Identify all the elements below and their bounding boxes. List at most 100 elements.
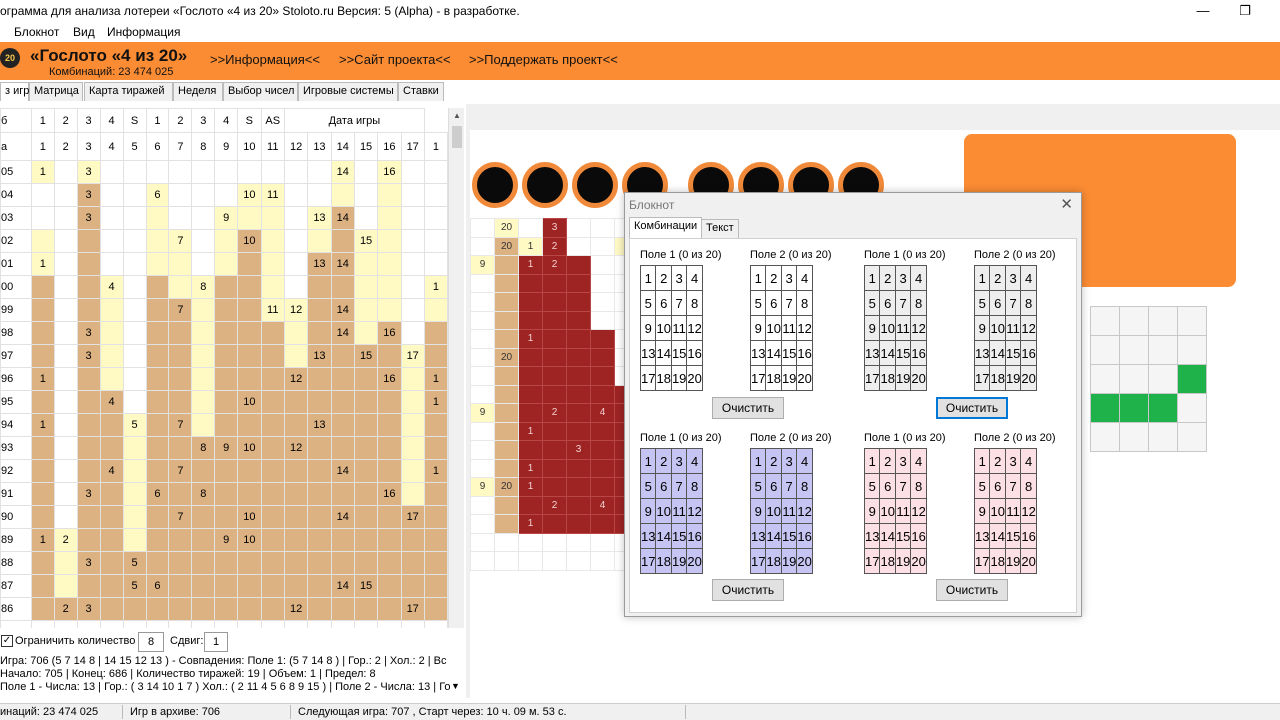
number-cell[interactable]: 11 xyxy=(894,315,912,341)
number-cell[interactable]: 7 xyxy=(894,290,912,316)
number-cell[interactable]: 4 xyxy=(910,448,927,474)
tab-game-systems[interactable]: Игровые системы xyxy=(298,82,398,101)
number-cell[interactable]: 5 xyxy=(863,290,881,316)
number-cell[interactable]: 14 xyxy=(765,523,782,549)
number-cell[interactable]: 1 xyxy=(973,448,991,474)
number-cell[interactable]: 5 xyxy=(863,473,881,499)
number-cell[interactable]: 16 xyxy=(910,340,927,366)
number-cell[interactable]: 18 xyxy=(655,548,672,574)
number-cell[interactable]: 19 xyxy=(780,548,798,574)
number-cell[interactable]: 17 xyxy=(973,365,991,391)
number-cell[interactable]: 15 xyxy=(894,340,912,366)
number-cell[interactable]: 18 xyxy=(879,365,896,391)
number-cell[interactable]: 18 xyxy=(655,365,672,391)
number-cell[interactable]: 6 xyxy=(765,290,782,316)
vertical-scrollbar[interactable]: ▲ xyxy=(448,108,464,628)
number-cell[interactable]: 8 xyxy=(686,290,703,316)
number-cell[interactable]: 1 xyxy=(639,265,657,291)
number-cell[interactable]: 4 xyxy=(686,265,703,291)
number-cell[interactable]: 20 xyxy=(796,548,813,574)
number-cell[interactable]: 5 xyxy=(639,473,657,499)
number-cell[interactable]: 13 xyxy=(973,523,991,549)
number-cell[interactable]: 19 xyxy=(670,548,688,574)
number-cell[interactable]: 16 xyxy=(796,340,813,366)
number-cell[interactable]: 9 xyxy=(973,315,991,341)
number-cell[interactable]: 3 xyxy=(894,448,912,474)
number-cell[interactable]: 18 xyxy=(989,548,1006,574)
number-cell[interactable]: 6 xyxy=(879,290,896,316)
number-cell[interactable]: 8 xyxy=(1020,290,1037,316)
number-cell[interactable]: 3 xyxy=(670,448,688,474)
number-cell[interactable]: 9 xyxy=(863,498,881,524)
number-cell[interactable]: 5 xyxy=(639,290,657,316)
number-cell[interactable]: 9 xyxy=(749,315,767,341)
number-cell[interactable]: 9 xyxy=(749,498,767,524)
number-cell[interactable]: 5 xyxy=(973,290,991,316)
number-cell[interactable]: 17 xyxy=(749,548,767,574)
number-cell[interactable]: 3 xyxy=(1004,448,1022,474)
number-cell[interactable]: 11 xyxy=(780,315,798,341)
limit-checkbox[interactable]: ✓ xyxy=(1,635,13,647)
number-cell[interactable]: 6 xyxy=(655,290,672,316)
number-cell[interactable]: 10 xyxy=(989,498,1006,524)
number-cell[interactable]: 15 xyxy=(894,523,912,549)
number-cell[interactable]: 13 xyxy=(749,523,767,549)
number-cell[interactable]: 12 xyxy=(796,315,813,341)
number-cell[interactable]: 9 xyxy=(863,315,881,341)
tab-games[interactable]: з игр xyxy=(0,82,29,101)
number-cell[interactable]: 8 xyxy=(1020,473,1037,499)
number-cell[interactable]: 16 xyxy=(686,523,703,549)
number-cell[interactable]: 13 xyxy=(639,340,657,366)
number-cell[interactable]: 20 xyxy=(796,365,813,391)
tab-text[interactable]: Текст xyxy=(701,219,739,238)
number-cell[interactable]: 15 xyxy=(670,340,688,366)
number-cell[interactable]: 8 xyxy=(910,290,927,316)
number-cell[interactable]: 14 xyxy=(879,340,896,366)
number-cell[interactable]: 20 xyxy=(1020,548,1037,574)
tab-combinations[interactable]: Комбинации xyxy=(629,217,703,238)
scroll-up-icon[interactable]: ▲ xyxy=(453,111,461,120)
tab-number-choice[interactable]: Выбор чисел xyxy=(223,82,298,101)
number-cell[interactable]: 6 xyxy=(989,290,1006,316)
number-cell[interactable]: 5 xyxy=(749,473,767,499)
number-cell[interactable]: 19 xyxy=(894,365,912,391)
number-cell[interactable]: 9 xyxy=(973,498,991,524)
number-cell[interactable]: 15 xyxy=(780,523,798,549)
number-cell[interactable]: 10 xyxy=(655,315,672,341)
number-cell[interactable]: 2 xyxy=(989,448,1006,474)
number-cell[interactable]: 13 xyxy=(749,340,767,366)
number-cell[interactable]: 4 xyxy=(1020,448,1037,474)
number-cell[interactable]: 11 xyxy=(670,315,688,341)
number-cell[interactable]: 3 xyxy=(780,265,798,291)
number-cell[interactable]: 14 xyxy=(989,523,1006,549)
clear-button[interactable]: Очистить xyxy=(712,579,784,601)
clear-button[interactable]: Очистить xyxy=(712,397,784,419)
number-cell[interactable]: 17 xyxy=(639,548,657,574)
number-cell[interactable]: 3 xyxy=(894,265,912,291)
number-cell[interactable]: 17 xyxy=(973,548,991,574)
number-cell[interactable]: 1 xyxy=(749,448,767,474)
tab-week[interactable]: Неделя xyxy=(173,82,223,101)
number-cell[interactable]: 3 xyxy=(780,448,798,474)
number-cell[interactable]: 18 xyxy=(765,365,782,391)
number-cell[interactable]: 15 xyxy=(780,340,798,366)
number-cell[interactable]: 8 xyxy=(796,473,813,499)
number-cell[interactable]: 17 xyxy=(863,365,881,391)
number-cell[interactable]: 9 xyxy=(639,498,657,524)
number-cell[interactable]: 6 xyxy=(765,473,782,499)
number-cell[interactable]: 19 xyxy=(1004,365,1022,391)
number-cell[interactable]: 10 xyxy=(989,315,1006,341)
number-cell[interactable]: 10 xyxy=(765,315,782,341)
number-cell[interactable]: 2 xyxy=(655,448,672,474)
number-cell[interactable]: 4 xyxy=(1020,265,1037,291)
number-cell[interactable]: 10 xyxy=(879,498,896,524)
tab-bets[interactable]: Ставки xyxy=(398,82,444,101)
number-cell[interactable]: 20 xyxy=(1020,365,1037,391)
number-cell[interactable]: 6 xyxy=(655,473,672,499)
number-cell[interactable]: 20 xyxy=(910,548,927,574)
number-cell[interactable]: 8 xyxy=(796,290,813,316)
number-cell[interactable]: 7 xyxy=(780,290,798,316)
close-icon[interactable]: ✕ xyxy=(1060,196,1073,213)
tab-matrix[interactable]: Матрица xyxy=(29,82,83,101)
support-link[interactable]: >>Поддержать проект<< xyxy=(469,52,618,67)
